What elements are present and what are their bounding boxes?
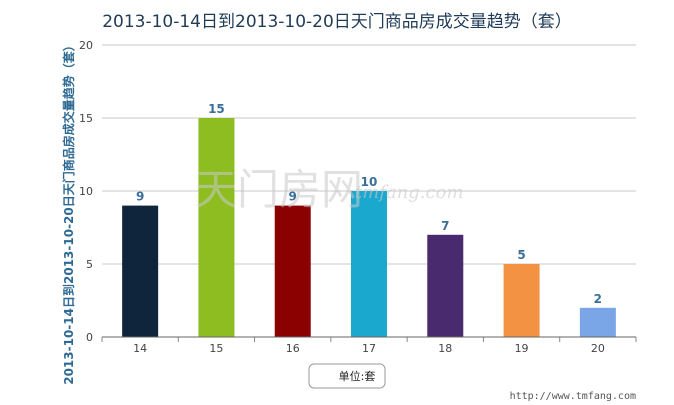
y-axis-label: 2013-10-14日到2013-10-20日天门商品房成交量趋势（套） [61, 39, 76, 385]
data-label: 9 [289, 190, 297, 204]
x-tick-label: 14 [133, 342, 147, 355]
chart-title: 2013-10-14日到2013-10-20日天门商品房成交量趋势（套） [102, 12, 572, 32]
data-label: 10 [361, 175, 378, 189]
y-axis-ticks: 0 5 10 15 20 [79, 39, 93, 344]
data-label: 9 [136, 190, 144, 204]
bar-18[interactable] [427, 234, 464, 337]
bar-17[interactable] [351, 191, 387, 337]
y-tick-label: 0 [86, 331, 93, 344]
x-tick-label: 17 [362, 342, 376, 355]
bar-15[interactable] [198, 118, 235, 337]
data-label: 7 [441, 219, 449, 233]
y-tick-label: 10 [79, 185, 93, 198]
bar-19[interactable] [503, 264, 540, 337]
bar-20[interactable] [579, 307, 616, 337]
bar-14[interactable] [122, 205, 159, 337]
y-tick-label: 15 [79, 112, 93, 125]
data-label: 15 [208, 102, 225, 116]
y-tick-label: 20 [79, 39, 93, 52]
y-tick-label: 5 [86, 258, 93, 271]
x-axis-ticks: 14 15 16 17 18 19 20 [101, 337, 637, 355]
source-link[interactable]: http://www.tmfang.com [510, 391, 636, 402]
x-tick-label: 18 [438, 342, 452, 355]
legend-label: 单位:套 [339, 369, 376, 383]
bars [122, 118, 616, 337]
bar-16[interactable] [274, 205, 311, 337]
x-tick-label: 16 [286, 342, 300, 355]
data-labels: 9 15 9 10 7 5 2 [136, 102, 602, 306]
data-label: 2 [594, 292, 602, 306]
x-tick-label: 15 [209, 342, 223, 355]
watermark-sub: tmfang.com [355, 182, 464, 203]
x-tick-label: 20 [591, 342, 605, 355]
watermark-main: 天门房网 [195, 165, 363, 214]
legend[interactable]: 单位:套 [308, 363, 386, 389]
legend-box [308, 363, 386, 389]
x-tick-label: 19 [515, 342, 529, 355]
data-label: 5 [517, 248, 525, 262]
